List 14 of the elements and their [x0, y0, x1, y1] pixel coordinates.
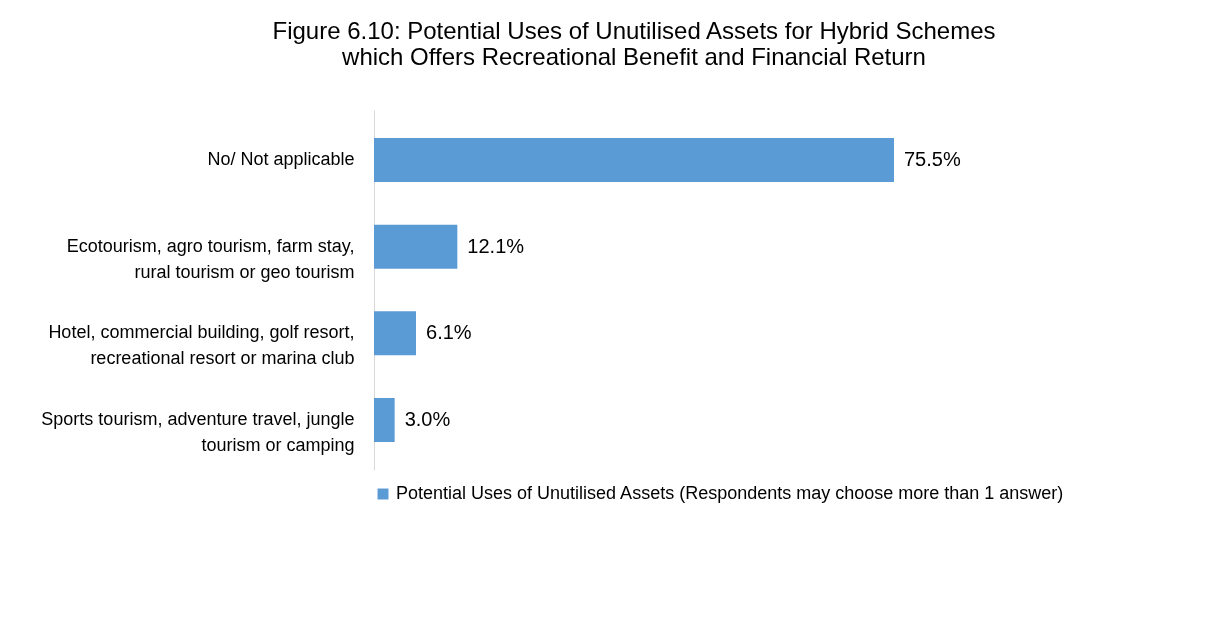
data-label: 12.1% — [467, 234, 525, 257]
data-label: 6.1% — [426, 321, 472, 344]
bar — [374, 311, 417, 356]
bar — [374, 224, 458, 269]
chart-title: Figure 6.10: Potential Uses of Unutilised Assets for Hybrid Schemes which Offers Recreational Benefit and Financial Return — [272, 17, 996, 70]
y-tick-label: No/ Not applicable — [207, 148, 355, 169]
legend-label: Potential Uses of Unutilised Assets (Respondents may choose more than 1 answer) — [396, 483, 1064, 503]
y-tick-label: Sports tourism, adventure travel, jungle tourism or camping — [41, 409, 355, 456]
y-tick-label: Ecotourism, agro tourism, farm stay, rural tourism or geo tourism — [66, 235, 355, 282]
bar — [374, 398, 395, 443]
data-label: 75.5% — [904, 147, 961, 170]
y-tick-label: Hotel, commercial building, golf resort, recreational resort or marina club — [48, 322, 355, 369]
bar — [374, 137, 894, 182]
data-label: 3.0% — [404, 408, 451, 431]
